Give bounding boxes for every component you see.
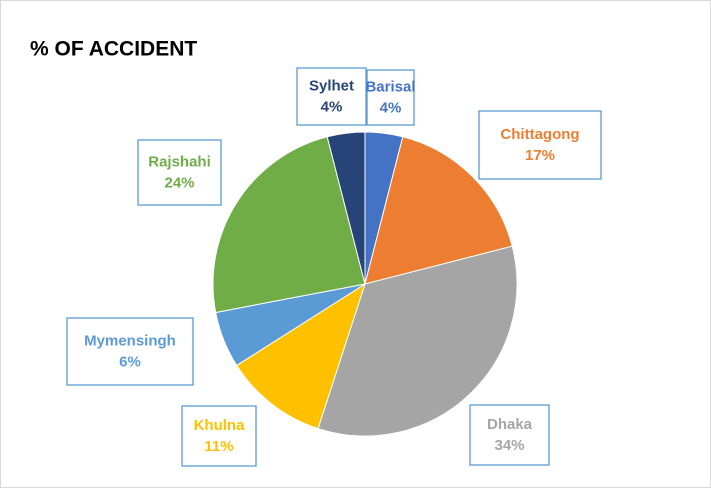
pie-slice <box>364 136 513 285</box>
category-label: Rajshahi <box>148 153 211 170</box>
pie-slice <box>326 131 366 285</box>
data-label: 34% <box>494 437 524 454</box>
data-label: 17% <box>525 147 555 164</box>
category-label: Sylhet <box>309 77 354 94</box>
label-box <box>137 139 222 206</box>
label-box <box>478 110 602 180</box>
data-label: 4% <box>321 98 343 115</box>
pie-slice <box>235 282 366 430</box>
category-label: Khulna <box>194 417 245 434</box>
category-label: Mymensingh <box>84 332 176 349</box>
category-label: Barisal <box>365 78 415 95</box>
category-label: Dhaka <box>487 416 533 433</box>
pie-slice <box>317 245 518 437</box>
label-box <box>366 69 415 126</box>
pie-slice <box>212 136 366 314</box>
label-box <box>296 67 367 126</box>
data-label: 4% <box>380 99 402 116</box>
data-label: 24% <box>164 174 194 191</box>
chart-title: % OF ACCIDENT <box>30 38 197 61</box>
label-box <box>66 317 194 386</box>
label-box <box>469 404 550 466</box>
category-label: Chittagong <box>500 126 579 143</box>
data-label: 6% <box>119 353 141 370</box>
label-box <box>181 405 257 467</box>
data-label: 11% <box>204 438 233 455</box>
